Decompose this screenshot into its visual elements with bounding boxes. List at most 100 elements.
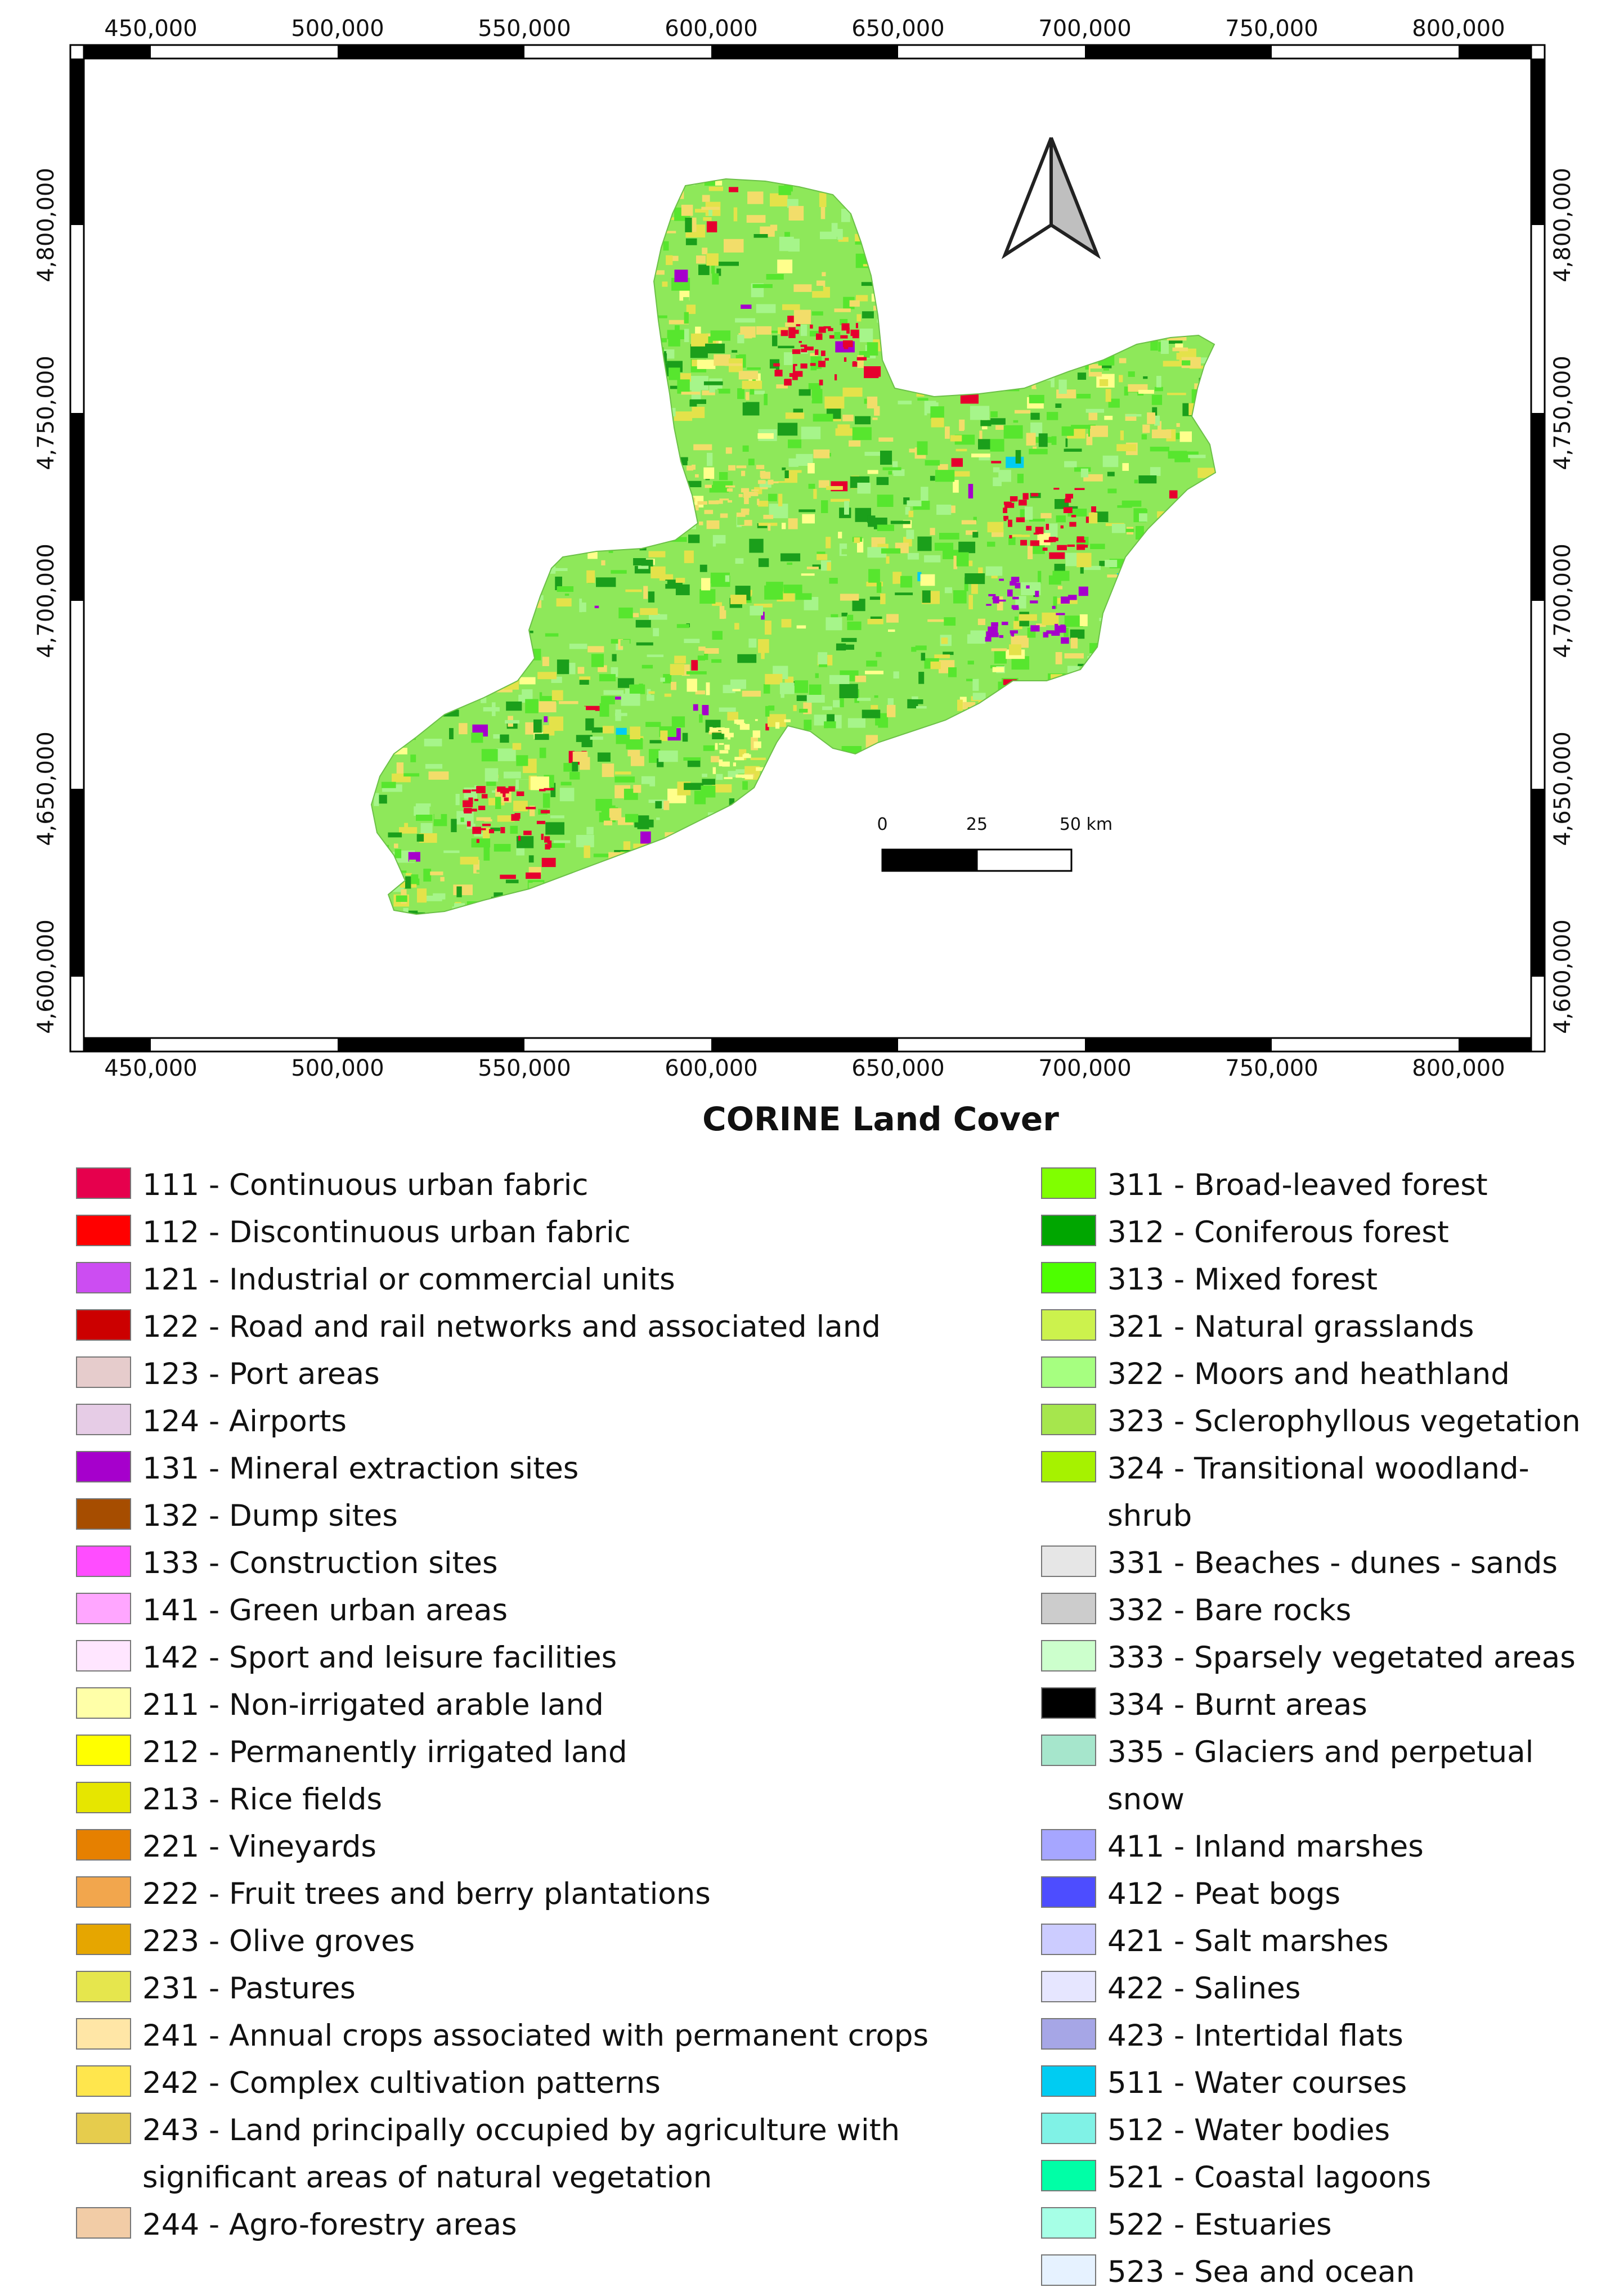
land-patch: [841, 209, 850, 222]
land-patch: [784, 352, 793, 365]
land-patch: [463, 810, 469, 812]
land-patch: [1139, 492, 1151, 498]
land-patch: [1065, 552, 1080, 567]
legend-label-133: 133 - Construction sites: [142, 1546, 498, 1580]
x-tick-top-6: 750,000: [1225, 16, 1318, 42]
legend-item-512: 512 - Water bodies: [1041, 2107, 1609, 2154]
land-patch: [880, 605, 894, 610]
land-patch: [956, 552, 969, 567]
x-axis-bottom-ticks: 450,000 500,000 550,000 600,000 650,000 700,0…: [104, 1055, 1505, 1081]
land-patch: [641, 559, 653, 567]
land-patch: [1056, 434, 1066, 449]
land-patch: [1046, 523, 1049, 530]
land-patch: [1064, 615, 1083, 627]
land-patch: [1121, 500, 1142, 507]
land-patch: [699, 521, 703, 525]
land-patch: [756, 465, 765, 469]
land-patch: [785, 412, 805, 419]
land-patch: [749, 538, 764, 553]
land-patch: [835, 374, 837, 381]
land-patch: [702, 390, 718, 396]
land-patch: [408, 852, 420, 862]
land-patch: [734, 757, 744, 761]
land-patch: [1086, 434, 1093, 446]
land-patch: [1017, 474, 1024, 483]
legend-label-124: 124 - Airports: [142, 1404, 347, 1439]
land-patch: [582, 612, 596, 615]
land-patch: [960, 394, 979, 404]
land-patch: [987, 522, 1004, 533]
land-patch: [719, 472, 728, 480]
land-patch: [481, 696, 487, 703]
land-patch: [572, 751, 588, 762]
y-tick-left-0: 4,800,000: [33, 168, 59, 282]
land-patch: [748, 638, 757, 648]
land-patch: [1004, 502, 1015, 508]
land-patch: [808, 463, 815, 474]
land-patch: [784, 549, 805, 556]
legend-label-123: 123 - Port areas: [142, 1357, 380, 1391]
land-patch: [1107, 488, 1117, 493]
land-patch: [600, 696, 615, 704]
legend-title: CORINE Land Cover: [702, 1100, 1059, 1138]
land-patch: [638, 565, 649, 569]
land-patch: [567, 627, 573, 631]
legend-label-522: 522 - Estuaries: [1107, 2208, 1332, 2242]
land-patch: [916, 706, 927, 709]
land-patch: [616, 727, 627, 737]
legend-item-423: 423 - Intertidal flats: [1041, 2012, 1609, 2060]
land-patch: [980, 420, 992, 426]
land-patch: [494, 844, 511, 852]
land-patch: [495, 797, 501, 809]
land-patch: [722, 761, 730, 767]
land-patch: [654, 315, 667, 318]
land-patch: [768, 479, 774, 485]
land-patch: [793, 365, 796, 372]
land-patch: [872, 417, 878, 420]
land-patch: [743, 492, 748, 498]
land-patch: [684, 783, 703, 790]
land-patch: [989, 629, 997, 632]
land-patch: [1003, 425, 1023, 439]
land-patch: [728, 500, 732, 503]
y-tick-left-2: 4,700,000: [33, 543, 59, 658]
land-patch: [664, 231, 676, 233]
land-patch: [1172, 347, 1188, 352]
land-patch: [1012, 534, 1030, 537]
land-patch: [1009, 644, 1021, 655]
land-patch: [828, 328, 833, 331]
land-patch: [757, 433, 774, 439]
land-patch: [780, 694, 784, 698]
land-patch: [1007, 589, 1013, 597]
land-patch: [528, 855, 534, 863]
land-patch: [766, 274, 784, 280]
land-patch: [864, 693, 883, 699]
land-patch: [577, 667, 585, 674]
land-patch: [586, 570, 595, 583]
land-patch: [474, 832, 484, 837]
land-patch: [1010, 581, 1017, 586]
land-patch: [529, 806, 535, 816]
land-patch: [621, 693, 640, 706]
land-patch: [512, 743, 522, 750]
land-patch: [709, 727, 713, 733]
x-tick-bottom-6: 750,000: [1225, 1055, 1318, 1081]
land-patch: [727, 734, 731, 740]
land-patch: [801, 573, 815, 576]
land-patch: [670, 385, 684, 389]
land-patch: [603, 690, 624, 695]
land-patch: [742, 690, 761, 697]
land-patch: [936, 504, 952, 515]
land-patch: [852, 599, 865, 612]
land-patch: [716, 727, 725, 730]
land-patch: [1185, 463, 1191, 477]
land-patch: [867, 470, 878, 474]
land-patch: [818, 361, 826, 367]
land-patch: [746, 215, 766, 223]
land-patch: [796, 695, 813, 701]
land-patch: [824, 721, 836, 729]
land-patch: [1091, 506, 1096, 513]
land-patch: [826, 537, 831, 549]
land-patch: [905, 669, 916, 682]
land-patch: [1031, 493, 1039, 497]
